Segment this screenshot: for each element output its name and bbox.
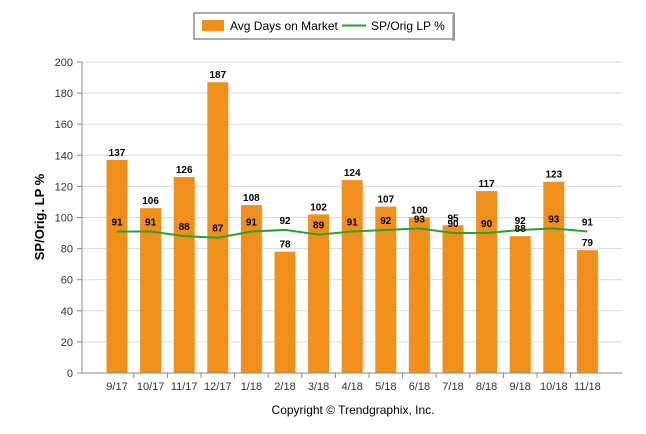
line-value-label: 87 [212,224,224,235]
x-tick-label: 3/18 [308,381,329,393]
bar [173,177,195,373]
line-value-label: 91 [582,217,594,228]
line-value-label: 91 [347,217,359,228]
legend-box [193,12,455,40]
bar-value-label: 100 [411,206,428,217]
bar-value-label: 88 [515,224,527,235]
x-tick-label: 11/17 [171,381,198,393]
bar [341,180,363,373]
line-value-label: 90 [447,219,459,230]
legend-swatch-bar [202,20,224,31]
bar [476,191,498,373]
y-tick-label: 200 [55,57,73,69]
bar-value-label: 78 [279,240,291,251]
data-labels: 137 106 126 187 108 78 102 124 107 100 95 117 88 123 7… [109,70,594,250]
y-tick-label: 180 [55,88,73,100]
y-tick-label: 80 [61,244,73,256]
bar-value-label: 102 [310,202,327,213]
bar-value-label: 137 [109,148,126,159]
x-tick-label: 10/18 [540,381,568,393]
bar [576,250,598,373]
y-tick-label: 140 [55,150,73,162]
bars [106,82,598,373]
bar-value-label: 117 [479,179,496,190]
x-tick-label: 7/18 [442,381,463,393]
bar [408,217,430,373]
bar-value-label: 126 [176,165,193,176]
bar-value-label: 106 [142,196,159,207]
x-tick-label: 12/17 [204,381,232,393]
x-tick-label: 4/18 [341,381,362,393]
y-tick-label: 160 [55,119,73,131]
legend-label-line: SP/Orig LP % [371,19,445,33]
y-tick-label: 120 [55,181,73,193]
x-tick-label: 2/18 [274,381,295,393]
bar-value-label: 187 [209,70,226,81]
copyright-credit: Copyright © Trendgraphix, Inc. [272,403,435,417]
line-value-label: 91 [111,217,123,228]
x-tick-label: 11/18 [574,381,601,393]
legend: Avg Days on Market SP/Orig LP % [193,12,455,41]
bar [106,159,128,373]
x-tick-label: 9/18 [509,381,530,393]
line-value-label: 91 [145,217,157,228]
y-tick-label: 20 [61,337,73,349]
x-tick-label: 1/18 [241,381,262,393]
line-value-label: 92 [279,216,291,227]
bar-value-label: 107 [377,195,394,206]
bar-value-label: 79 [582,238,594,249]
bar [543,181,565,373]
line-value-label: 93 [548,214,560,225]
legend-shadow [452,15,455,41]
bar [140,208,162,373]
y-tick-label: 60 [61,275,73,287]
x-tick-label: 8/18 [476,381,497,393]
line-value-label: 89 [313,221,325,232]
bar-value-label: 95 [447,213,459,224]
y-axis-ticks: 0 20 40 60 80 100 120 140 160 180 200 [55,57,82,380]
x-tick-label: 9/17 [106,381,127,393]
bar-value-label: 123 [545,170,562,181]
bar [274,251,296,373]
bar [375,206,397,373]
y-tick-label: 40 [61,306,73,318]
line-value-label: 90 [481,219,493,230]
line-value-label: 91 [246,217,258,228]
line-value-label: 92 [380,216,392,227]
y-tick-label: 100 [55,213,73,225]
line-series [117,227,588,239]
bar-value-label: 124 [344,168,361,179]
bar [509,236,531,373]
x-axis-ticks: 9/17 10/17 11/17 12/17 1/18 2/18 3/18 4/18 5/18 6… [106,373,601,393]
bar [240,205,262,373]
line-value-label: 92 [515,216,527,227]
bar [442,225,464,373]
line-value-label: 88 [179,222,191,233]
y-tick-label: 0 [67,368,73,380]
line-path [117,227,588,239]
bar [207,82,229,373]
bar [308,214,330,373]
bar-value-label: 108 [243,193,260,204]
y-axis-label: SP/Orig. LP % [32,173,47,260]
legend-label-bar: Avg Days on Market [230,19,338,33]
x-tick-label: 5/18 [375,381,396,393]
line-value-label: 93 [414,214,426,225]
x-tick-label: 6/18 [409,381,430,393]
x-tick-label: 10/17 [137,381,165,393]
